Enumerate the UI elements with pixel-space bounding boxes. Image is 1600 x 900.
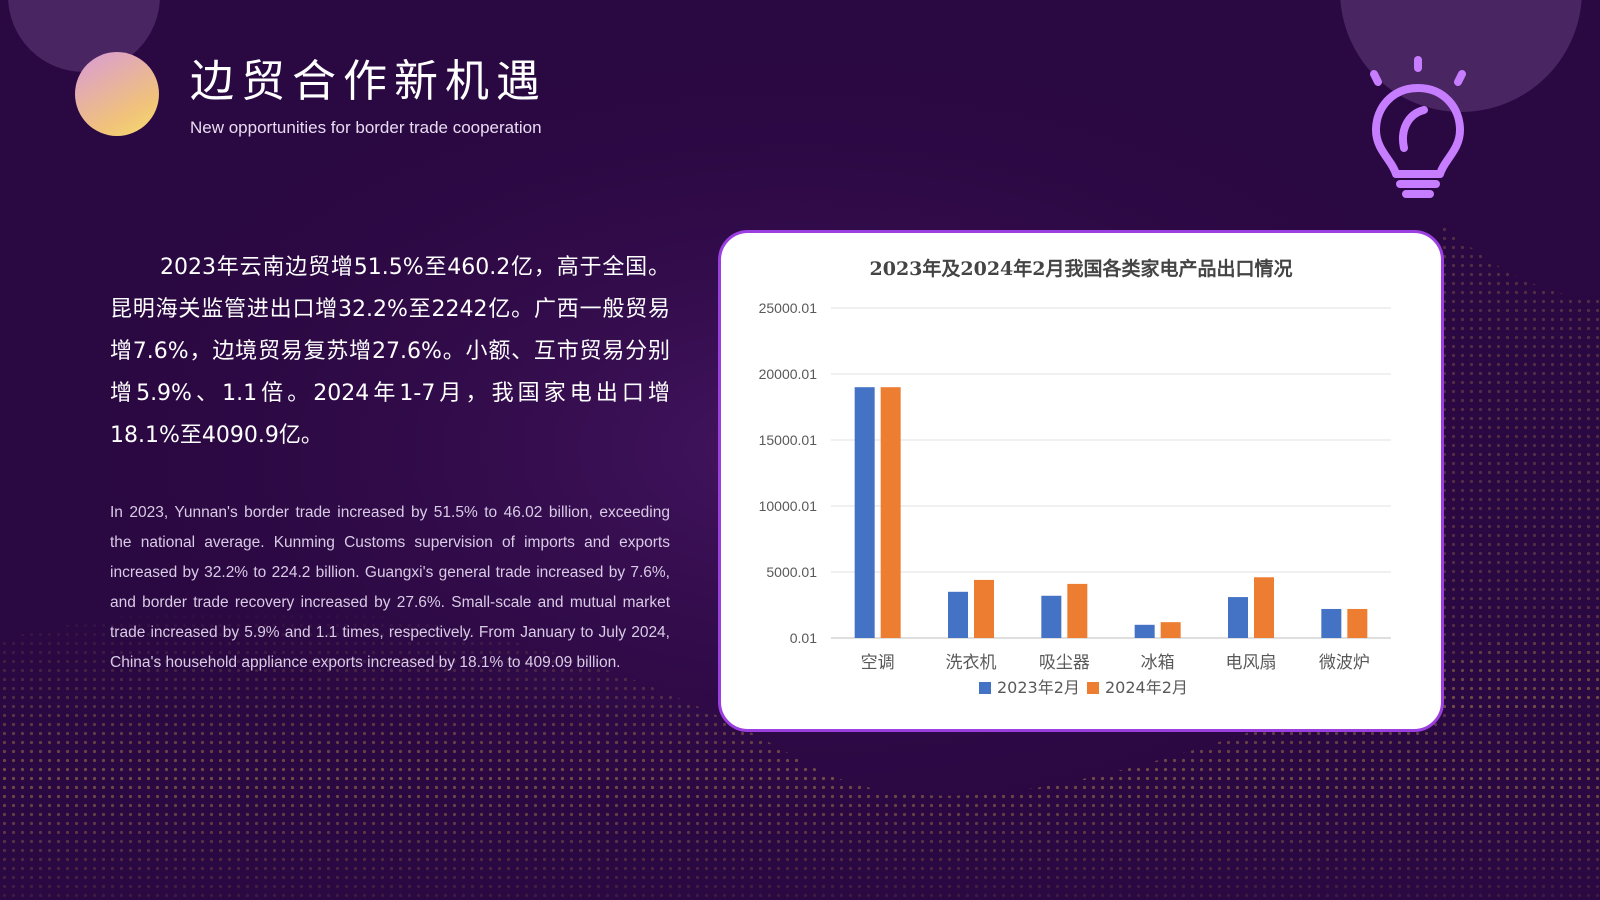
- body-text-english: In 2023, Yunnan's border trade increased…: [110, 504, 670, 671]
- bar-2024-1: [974, 579, 994, 638]
- x-tick-label: 微波炉: [1319, 653, 1370, 673]
- chart-title: 2023年及2024年2月我国各类家电产品出口情况: [870, 257, 1293, 280]
- y-tick-label: 15000.01: [759, 432, 818, 448]
- bar-2023-5: [1321, 608, 1342, 638]
- bar-2024-0: [880, 387, 901, 638]
- page-title: 边贸合作新机遇: [190, 56, 547, 107]
- y-tick-label: 0.01: [790, 630, 817, 646]
- header: 边贸合作新机遇 New opportunities for border tra…: [190, 52, 547, 138]
- bar-2024-5: [1347, 608, 1368, 638]
- y-tick-label: 10000.01: [759, 498, 818, 514]
- legend-label: 2023年2月: [997, 678, 1080, 697]
- x-tick-label: 空调: [861, 653, 895, 673]
- bar-chart: 2023年及2024年2月我国各类家电产品出口情况 0.01 5000.01 100…: [759, 257, 1391, 697]
- bar-2024-4: [1254, 577, 1274, 638]
- y-tick-label: 25000.01: [759, 300, 818, 316]
- bar-2024-3: [1160, 622, 1181, 638]
- chart-card: 2023年及2024年2月我国各类家电产品出口情况 0.01 5000.01 100…: [718, 230, 1444, 732]
- x-tick-label: 电风扇: [1226, 653, 1277, 673]
- bar-2023-4: [1228, 597, 1248, 638]
- x-tick-label: 洗衣机: [946, 653, 997, 673]
- bar-2023-3: [1134, 624, 1155, 638]
- bar-2023-0: [854, 387, 875, 638]
- bar-2024-2: [1067, 583, 1088, 638]
- legend-label: 2024年2月: [1105, 678, 1188, 697]
- legend-swatch: [1087, 682, 1099, 694]
- legend-swatch: [979, 682, 991, 694]
- y-tick-label: 20000.01: [759, 366, 818, 382]
- page-subtitle: New opportunities for border trade coope…: [190, 118, 542, 137]
- gradient-orb-icon: [75, 52, 159, 136]
- bar-2023-1: [948, 591, 968, 638]
- lightbulb-icon: [1370, 56, 1466, 198]
- x-tick-label: 吸尘器: [1039, 653, 1090, 673]
- x-tick-label: 冰箱: [1141, 653, 1175, 673]
- body-text-chinese: 2023年云南边贸增51.5%至460.2亿，高于全国。昆明海关监管进出口增32…: [110, 255, 670, 448]
- bar-2023-2: [1041, 595, 1062, 638]
- y-tick-label: 5000.01: [766, 564, 817, 580]
